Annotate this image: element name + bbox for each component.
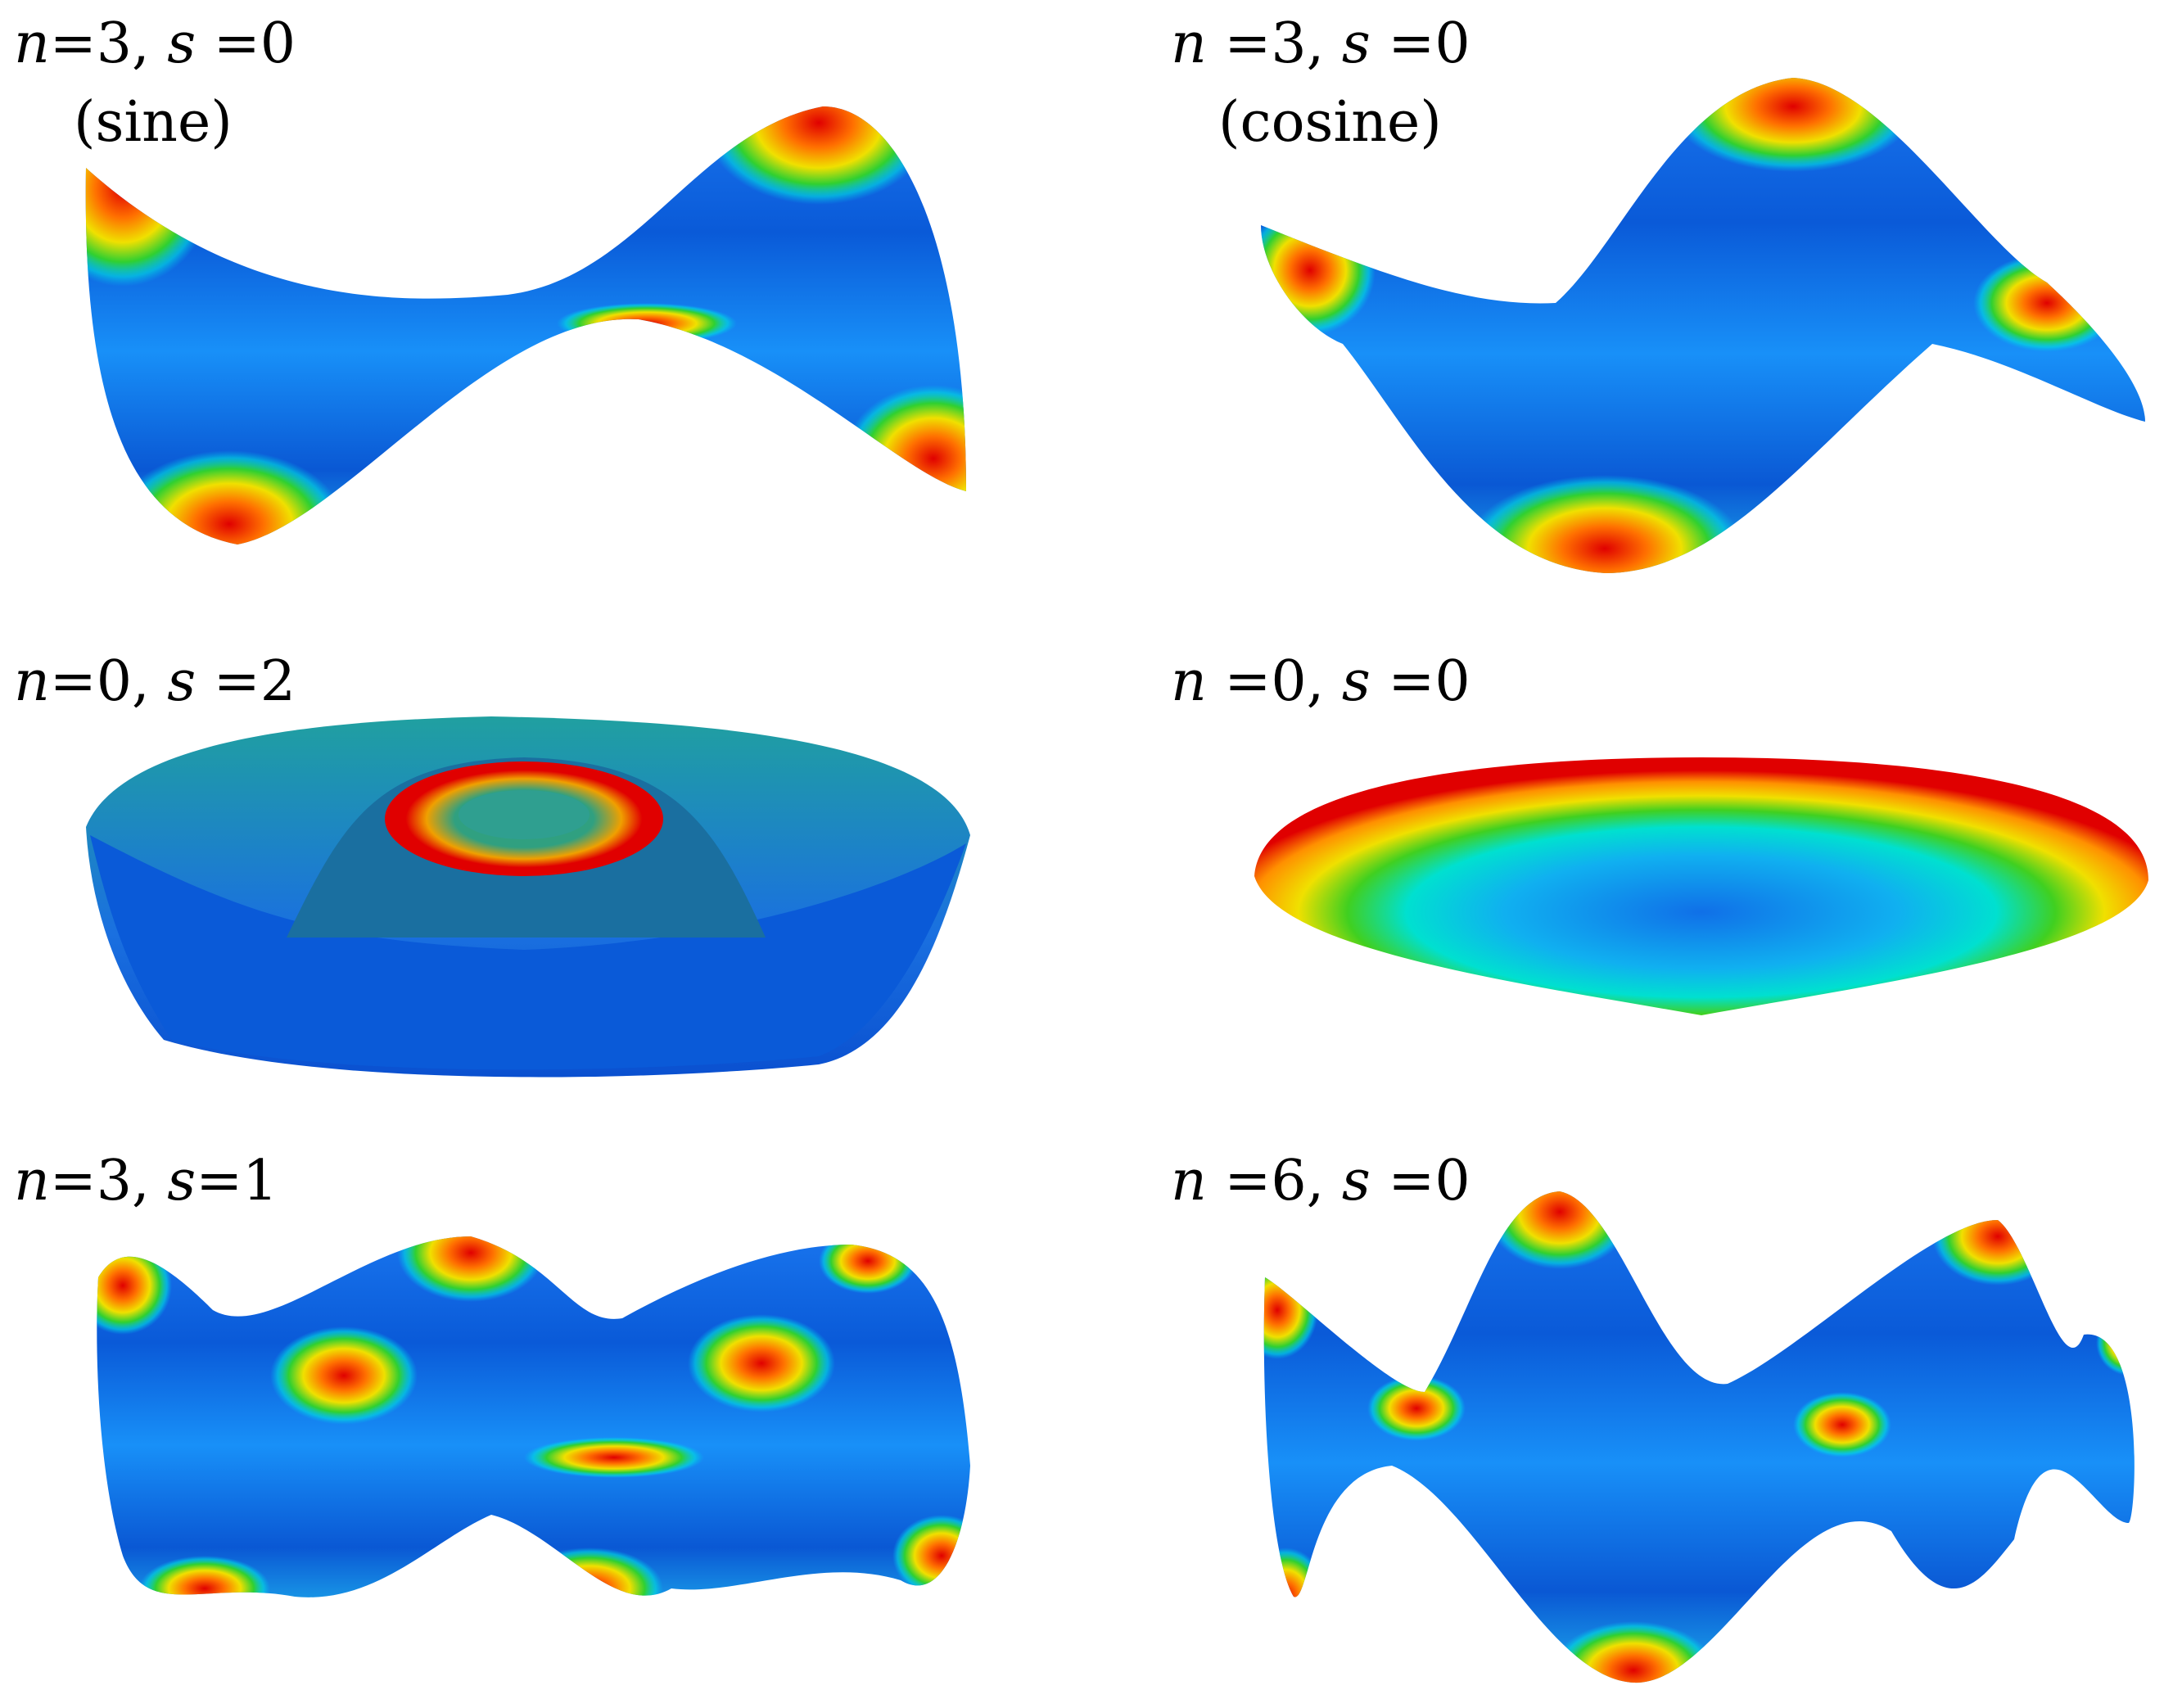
panel-label: n=0, s =2: [14, 649, 296, 714]
panel-n0-s2: n=0, s =2: [14, 649, 970, 1078]
panel-n3-s0-cosine: n =3, s =0 (cosine): [1171, 11, 2145, 573]
panel-sublabel: (cosine): [1218, 90, 1442, 155]
surface-plot: [97, 1236, 971, 1597]
panel-label: n =0, s =0: [1171, 649, 1471, 714]
surface-plot: [1254, 757, 2148, 1015]
panel-label: n=3, s=1: [14, 1149, 278, 1213]
panel-n3-s0-sine: n=3, s =0 (sine): [14, 11, 967, 544]
surface-plot: [1263, 1191, 2135, 1683]
panel-sublabel: (sine): [74, 90, 233, 155]
panel-n3-s1: n=3, s=1: [14, 1149, 971, 1597]
surface-plot: [86, 716, 970, 1078]
panel-label: n =6, s =0: [1171, 1149, 1471, 1213]
panel-n6-s0: n =6, s =0: [1171, 1149, 2135, 1683]
panel-n0-s0: n =0, s =0: [1171, 649, 2148, 1015]
panel-label: n=3, s =0: [14, 11, 296, 76]
panel-label: n =3, s =0: [1171, 11, 1471, 76]
